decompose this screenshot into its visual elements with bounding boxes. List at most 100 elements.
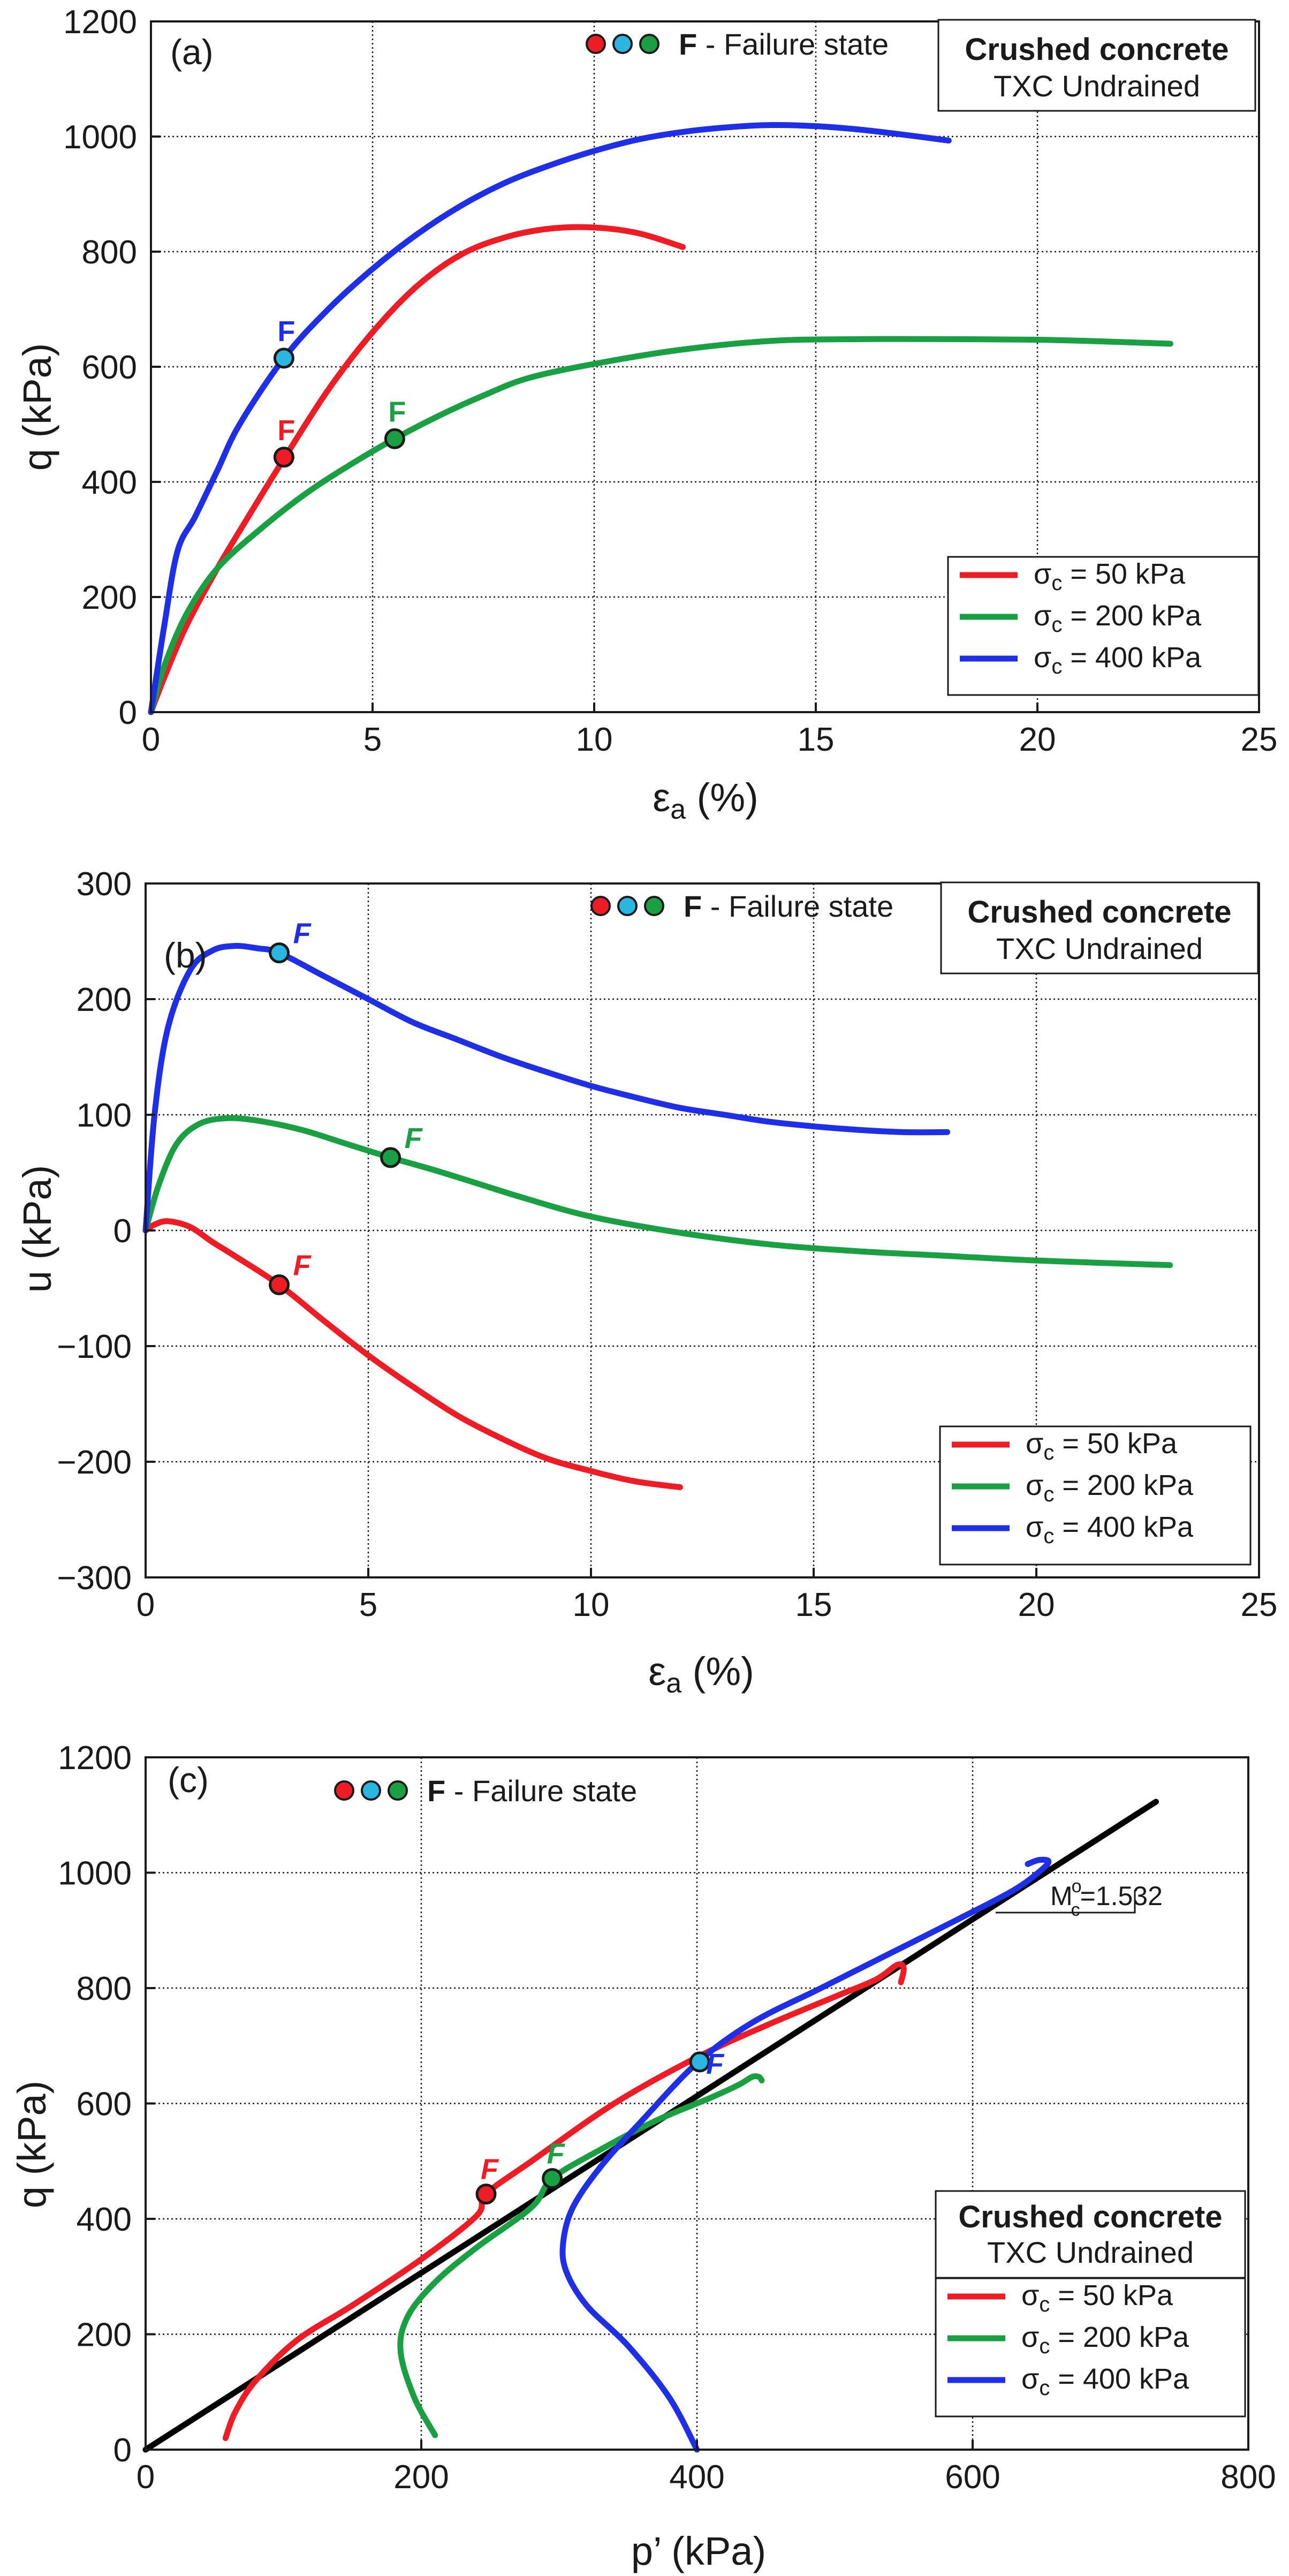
y-tick-label: 200: [77, 981, 132, 1018]
legend-entry-sigma-50: σc = 50 kPa: [1021, 2279, 1173, 2316]
panel-c-x-axis-label: p’ (kPa): [631, 2529, 766, 2573]
failure-label-sigma-200: F: [388, 396, 406, 428]
panel-c-tick-labels: 0 200 400 600 800 0 200 400 600 800 1000 1200: [58, 1740, 1276, 2496]
panel-c-failure-points: F F F: [475, 2048, 725, 2205]
y-tick-label: 100: [77, 1097, 132, 1134]
test-condition: TXC Undrained: [994, 69, 1200, 103]
y-tick-label: 0: [113, 1213, 132, 1250]
failure-point-sigma-200: [384, 428, 405, 449]
panel-b-failure-points: F F F: [269, 918, 423, 1296]
failure-note-red-dot: [586, 34, 606, 54]
y-tick-label: −300: [57, 1560, 132, 1597]
panel-b-x-axis-label: εa (%): [648, 1649, 754, 1699]
material-title: Crushed concrete: [958, 2200, 1222, 2234]
test-condition: TXC Undrained: [987, 2235, 1194, 2269]
x-tick-label: 0: [142, 721, 160, 758]
y-tick-label: 600: [82, 349, 137, 386]
x-tick-label: 600: [945, 2459, 1000, 2496]
failure-label-sigma-400: F: [277, 315, 295, 348]
panel-b-material-box: Crushed concrete TXC Undrained: [940, 881, 1259, 975]
failure-label-sigma-200: F: [547, 2138, 566, 2170]
failure-note-cyan-dot: [617, 896, 638, 916]
failure-point-sigma-200: [542, 2168, 563, 2189]
panel-b-y-axis-label: u (kPa): [15, 1165, 59, 1293]
failure-point-sigma-200: [380, 1147, 401, 1168]
failure-note-cyan-dot: [612, 34, 633, 54]
x-tick-label: 5: [363, 721, 382, 758]
x-tick-label: 5: [359, 1587, 377, 1623]
panel-a-label: (a): [170, 32, 214, 72]
legend-box: [939, 1425, 1252, 1566]
material-title: Crushed concrete: [967, 895, 1231, 930]
panel-b-series: [142, 943, 1173, 1491]
panel-a-y-axis-label: q (kPa): [15, 343, 59, 471]
x-tick-label: 0: [137, 1587, 155, 1623]
x-tick-label: 15: [795, 1587, 832, 1623]
failure-label-sigma-400: F: [293, 918, 312, 950]
legend-box: [935, 2277, 1246, 2418]
series-line-sigma-50: [222, 1961, 907, 2441]
failure-point-sigma-400: [689, 2051, 710, 2073]
failure-note-green-dot: [388, 1780, 408, 1801]
material-title: Crushed concrete: [965, 32, 1229, 67]
series-line-sigma-200: [148, 336, 1173, 715]
y-tick-label: 800: [82, 234, 137, 271]
series-line-sigma-50: [142, 1218, 683, 1491]
failure-point-sigma-50: [475, 2184, 497, 2205]
y-tick-label: 0: [113, 2432, 132, 2469]
y-tick-label: 0: [119, 694, 137, 731]
legend-entry-sigma-200: σc = 200 kPa: [1026, 1469, 1194, 1506]
y-tick-label: 1200: [63, 4, 137, 41]
failure-point-sigma-400: [273, 348, 294, 369]
panel-b-chart: F F F 0 5 10 15 20 25 −300 −200 −100 0 100 200 300 (b)…: [15, 866, 1277, 1699]
x-tick-label: 25: [1241, 721, 1278, 758]
failure-point-sigma-400: [269, 942, 290, 964]
panel-c-failure-note: F - Failure state: [334, 1774, 637, 1808]
x-tick-label: 200: [393, 2459, 449, 2496]
x-tick-label: 10: [573, 1587, 610, 1623]
y-tick-label: −100: [57, 1328, 132, 1365]
x-tick-label: 20: [1019, 721, 1056, 758]
failure-note-green-dot: [639, 34, 659, 54]
legend-entry-sigma-50: σc = 50 kPa: [1026, 1427, 1178, 1464]
failure-point-sigma-50: [269, 1274, 290, 1296]
panel-b-legend: σc = 50 kPa σc = 200 kPa σc = 400 kPa: [939, 1425, 1252, 1566]
panel-a-failure-note: F - Failure state: [586, 27, 889, 61]
panel-a-x-axis-label: εa (%): [653, 775, 759, 825]
series-line-sigma-400: [148, 122, 952, 715]
panel-b-failure-note: F - Failure state: [590, 889, 893, 923]
failure-note-text: F - Failure state: [679, 27, 889, 61]
y-tick-label: 1000: [63, 119, 137, 156]
panel-c-y-axis-label: q (kPa): [10, 2081, 54, 2209]
failure-label-sigma-50: F: [481, 2154, 499, 2186]
series-line-sigma-200: [142, 1115, 1173, 1268]
y-tick-label: 1000: [58, 1855, 132, 1892]
panel-c-label: (c): [168, 1760, 209, 1800]
failure-note-cyan-dot: [361, 1780, 381, 1801]
y-tick-label: −200: [57, 1444, 132, 1481]
failure-point-sigma-50: [273, 447, 294, 468]
failure-label-sigma-400: F: [706, 2048, 725, 2080]
test-condition: TXC Undrained: [996, 932, 1203, 965]
panel-a-tick-labels: 0 5 10 15 20 25 0 200 400 600 800 1000 1200: [63, 4, 1277, 758]
y-tick-label: 600: [77, 2086, 132, 2123]
failure-note-text: F - Failure state: [684, 889, 893, 923]
legend-entry-sigma-400: σc = 400 kPa: [1021, 2363, 1189, 2400]
failure-label-sigma-50: F: [277, 414, 295, 447]
x-tick-label: 0: [137, 2459, 155, 2496]
panel-c-chart: F F F 0 200 400 600 800 0 200 400 600 800 1000 1200 (…: [10, 1740, 1276, 2573]
legend-entry-sigma-50: σc = 50 kPa: [1034, 558, 1186, 595]
failure-note-red-dot: [334, 1780, 354, 1801]
panel-c-fit-annotation: Mo c=1.532: [996, 1876, 1163, 1920]
y-tick-label: 800: [77, 1970, 132, 2007]
y-tick-label: 400: [77, 2201, 132, 2238]
failure-label-sigma-50: F: [293, 1250, 312, 1282]
x-tick-label: 25: [1241, 1587, 1278, 1623]
x-tick-label: 10: [576, 721, 613, 758]
panel-c-material-box: Crushed concrete TXC Undrained: [935, 2190, 1246, 2279]
panel-b-tick-labels: 0 5 10 15 20 25 −300 −200 −100 0 100 200 300: [57, 866, 1277, 1623]
legend-entry-sigma-200: σc = 200 kPa: [1021, 2321, 1189, 2358]
panel-a-material-box: Crushed concrete TXC Undrained: [937, 19, 1256, 112]
